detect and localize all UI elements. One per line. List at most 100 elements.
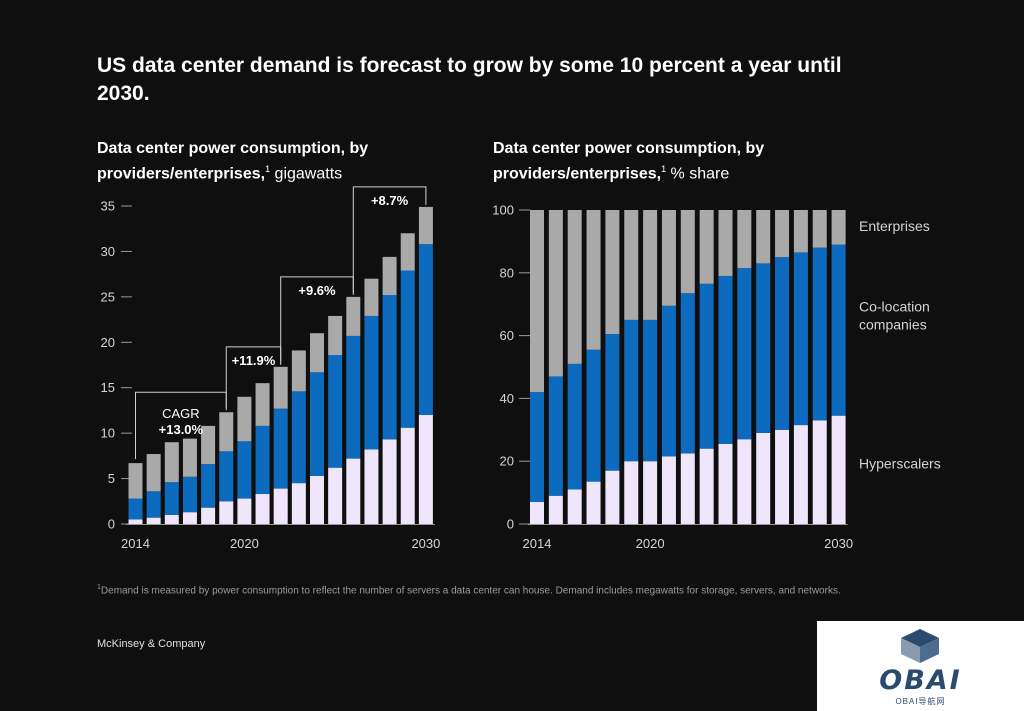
c1-bar-colocation-2014	[128, 498, 143, 520]
c1-ytick-label: 20	[101, 335, 115, 350]
c2-bar-hyperscalers-2026	[756, 432, 771, 524]
footnote: 1Demand is measured by power consumption…	[97, 581, 917, 597]
c2-bar-enterprises-2015	[548, 210, 563, 377]
c2-bar-enterprises-2030	[831, 210, 846, 245]
c2-bar-enterprises-2026	[756, 210, 771, 264]
c2-bar-colocation-2020	[643, 319, 658, 462]
c2-legend-colocation: Co-location companies	[859, 298, 930, 332]
watermark: OBAI OBAI导航网	[817, 621, 1024, 711]
c2-bar-colocation-2014	[530, 392, 544, 503]
c1-bar-colocation-2016	[164, 482, 179, 515]
c1-bar-colocation-2029	[400, 270, 415, 428]
c2-bar-colocation-2018	[605, 334, 620, 471]
c1-ytick-label: 35	[101, 199, 115, 214]
c2-bar-colocation-2023	[699, 283, 714, 449]
chart1-title-bold: Data center power consumption, by provid…	[97, 140, 369, 183]
c2-bar-hyperscalers-2015	[548, 495, 563, 524]
c1-bar-enterprises-2028	[382, 256, 397, 296]
c2-bar-hyperscalers-2030	[831, 415, 846, 524]
c2-bar-hyperscalers-2027	[775, 429, 790, 524]
c1-bar-hyperscalers-2015	[146, 517, 161, 524]
source-label: McKinsey & Company	[97, 638, 206, 650]
c2-bar-colocation-2015	[548, 376, 563, 496]
c1-bar-enterprises-2026	[346, 296, 361, 336]
c2-bar-enterprises-2029	[812, 210, 827, 248]
c1-bar-hyperscalers-2017	[182, 512, 197, 524]
c1-bar-enterprises-2018	[201, 425, 216, 465]
c1-bar-colocation-2023	[291, 391, 306, 484]
c1-cagr-value: +9.6%	[298, 283, 336, 298]
c2-ytick-label: 100	[492, 203, 514, 218]
c2-bar-enterprises-2023	[699, 210, 714, 284]
c1-bar-colocation-2019	[219, 451, 234, 502]
headline: US data center demand is forecast to gro…	[97, 54, 842, 105]
c2-bar-hyperscalers-2020	[643, 461, 658, 524]
c2-ytick-label: 40	[500, 391, 514, 406]
c1-bar-hyperscalers-2020	[237, 498, 252, 524]
c1-ytick-label: 15	[101, 380, 115, 395]
c1-ytick-label: 30	[101, 244, 115, 259]
c1-bar-enterprises-2019	[219, 412, 234, 452]
c1-bar-enterprises-2029	[400, 233, 415, 271]
c1-bar-colocation-2026	[346, 335, 361, 459]
c2-bar-hyperscalers-2018	[605, 470, 620, 524]
c2-bar-enterprises-2024	[718, 210, 733, 276]
c1-bar-colocation-2018	[201, 464, 216, 508]
c2-ytick-label: 80	[500, 265, 514, 280]
c1-bar-colocation-2017	[182, 476, 197, 513]
c2-bar-colocation-2016	[567, 363, 582, 490]
c2-ytick-label: 60	[500, 328, 514, 343]
chart2-title-unit: % share	[666, 165, 730, 183]
c2-bar-hyperscalers-2028	[793, 425, 808, 524]
c1-bar-enterprises-2016	[164, 442, 179, 483]
c1-ytick-label: 25	[101, 289, 115, 304]
c1-bar-enterprises-2020	[237, 396, 252, 442]
c1-bar-hyperscalers-2016	[164, 514, 179, 524]
c2-ytick-label: 20	[500, 454, 514, 469]
c2-bar-hyperscalers-2022	[680, 453, 695, 524]
c2-xtick-label: 2020	[636, 536, 665, 551]
c2-bar-hyperscalers-2029	[812, 420, 827, 524]
c1-bar-hyperscalers-2021	[255, 494, 270, 524]
c2-bar-colocation-2028	[793, 252, 808, 426]
c2-bar-hyperscalers-2014	[530, 502, 544, 524]
c2-bar-colocation-2022	[680, 293, 695, 454]
c2-bar-enterprises-2027	[775, 210, 790, 258]
chart1-title: Data center power consumption, by provid…	[97, 138, 437, 184]
c1-bar-hyperscalers-2024	[310, 475, 324, 524]
c2-bar-enterprises-2017	[586, 210, 601, 350]
c1-bar-enterprises-2014	[128, 463, 143, 499]
c2-bar-hyperscalers-2025	[737, 439, 752, 524]
c1-bar-hyperscalers-2023	[291, 483, 306, 524]
c1-ytick-label: 0	[108, 517, 115, 532]
c2-bar-hyperscalers-2021	[661, 456, 676, 524]
c1-bar-colocation-2027	[364, 315, 379, 450]
c2-bar-colocation-2029	[812, 247, 827, 421]
c1-bar-enterprises-2015	[146, 454, 161, 492]
c2-bar-enterprises-2014	[530, 210, 544, 393]
c2-bar-colocation-2024	[718, 275, 733, 444]
c1-xtick-label: 2030	[411, 536, 440, 551]
c1-bar-enterprises-2017	[182, 438, 197, 477]
c1-bar-colocation-2030	[418, 244, 433, 415]
c1-bar-hyperscalers-2019	[219, 501, 234, 524]
c2-bar-colocation-2027	[775, 257, 790, 430]
c1-bar-hyperscalers-2014	[128, 519, 143, 524]
c1-cagr-value: +11.9%	[232, 353, 276, 368]
c1-bar-enterprises-2030	[418, 206, 433, 245]
c1-bar-hyperscalers-2027	[364, 449, 379, 524]
c1-bar-enterprises-2022	[273, 366, 288, 409]
c2-bar-colocation-2017	[586, 349, 601, 482]
c2-bar-colocation-2021	[661, 305, 676, 457]
c1-bar-hyperscalers-2018	[201, 507, 216, 524]
c2-bar-enterprises-2019	[624, 210, 639, 320]
c1-xtick-label: 2020	[230, 536, 259, 551]
c2-bar-colocation-2030	[831, 244, 846, 416]
chart2-title: Data center power consumption, by provid…	[493, 138, 833, 184]
chart1-title-footnote-mark: 1	[265, 164, 271, 174]
c1-cagr-value: +13.0%	[159, 422, 204, 437]
c1-bar-colocation-2020	[237, 441, 252, 499]
c2-ytick-label: 0	[507, 517, 514, 532]
chart1-title-unit: gigawatts	[270, 165, 343, 183]
c1-xtick-label: 2014	[121, 536, 150, 551]
